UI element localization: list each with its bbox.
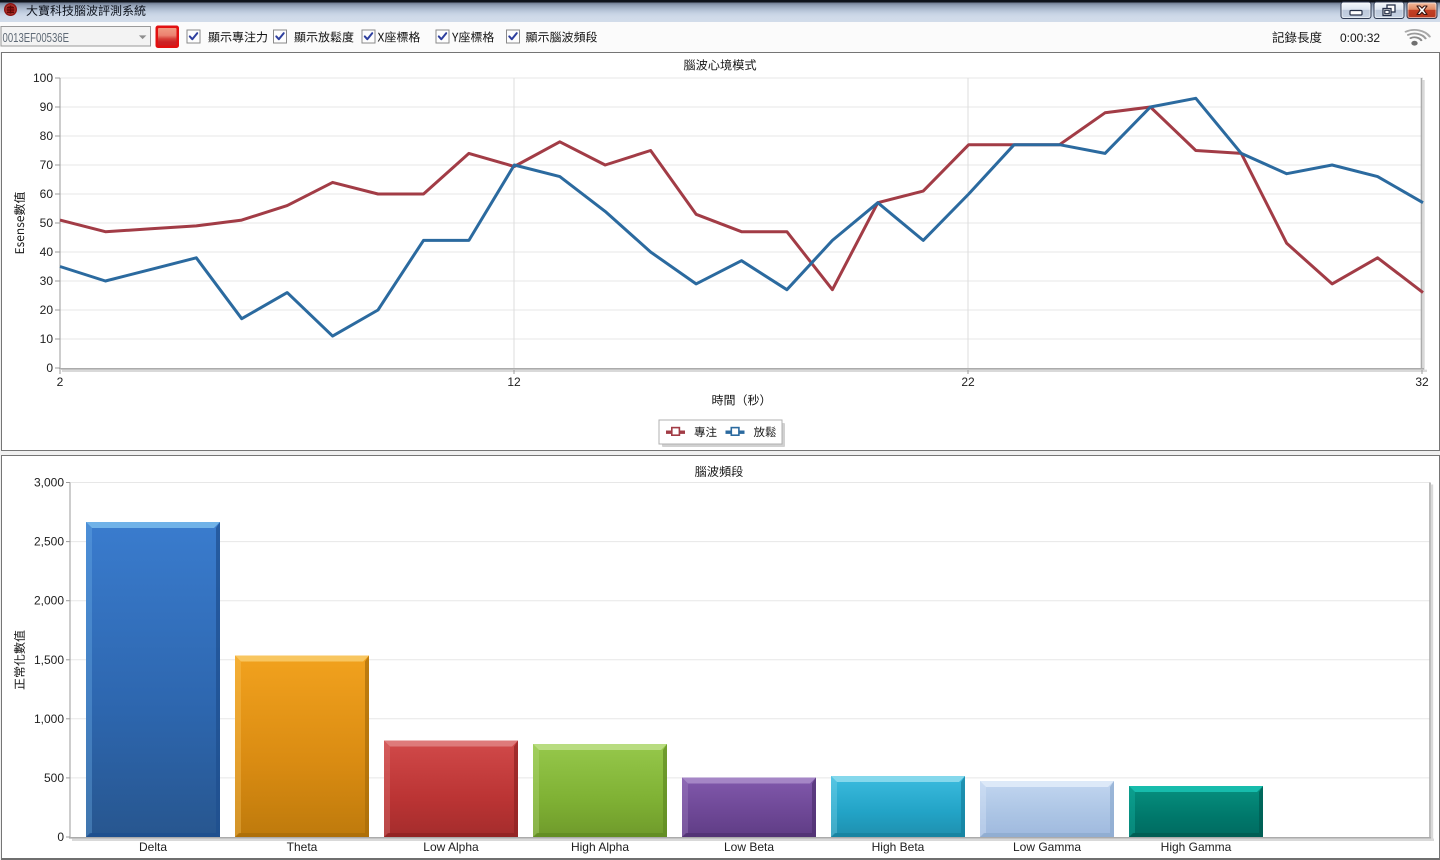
svg-text:32: 32 [1415,375,1429,389]
svg-text:2: 2 [57,375,64,389]
svg-text:2,000: 2,000 [34,594,64,608]
svg-text:10: 10 [40,332,54,346]
svg-text:0013EF00536E: 0013EF00536E [3,31,70,45]
svg-text:Delta: Delta [139,840,167,854]
svg-text:Low Alpha: Low Alpha [423,840,479,854]
svg-text:Theta: Theta [287,840,318,854]
svg-text:40: 40 [40,245,54,259]
svg-text:High Beta: High Beta [872,840,925,854]
svg-text:1,000: 1,000 [34,712,64,726]
svg-text:0: 0 [46,361,53,375]
svg-text:90: 90 [40,100,54,114]
svg-text:3,000: 3,000 [34,476,64,490]
svg-text:50: 50 [40,216,54,230]
svg-text:2,500: 2,500 [34,535,64,549]
svg-text:100: 100 [33,71,53,85]
svg-text:0:00:32: 0:00:32 [1340,31,1380,45]
svg-text:1,500: 1,500 [34,653,64,667]
svg-text:High Alpha: High Alpha [571,840,629,854]
svg-text:20: 20 [40,303,54,317]
svg-text:Low Gamma: Low Gamma [1013,840,1081,854]
svg-text:80: 80 [40,129,54,143]
svg-text:0: 0 [57,830,64,844]
svg-text:70: 70 [40,158,54,172]
svg-text:High Gamma: High Gamma [1161,840,1232,854]
svg-text:12: 12 [507,375,521,389]
svg-text:500: 500 [44,771,64,785]
svg-text:Low Beta: Low Beta [724,840,774,854]
svg-text:22: 22 [961,375,975,389]
svg-text:30: 30 [40,274,54,288]
svg-text:60: 60 [40,187,54,201]
